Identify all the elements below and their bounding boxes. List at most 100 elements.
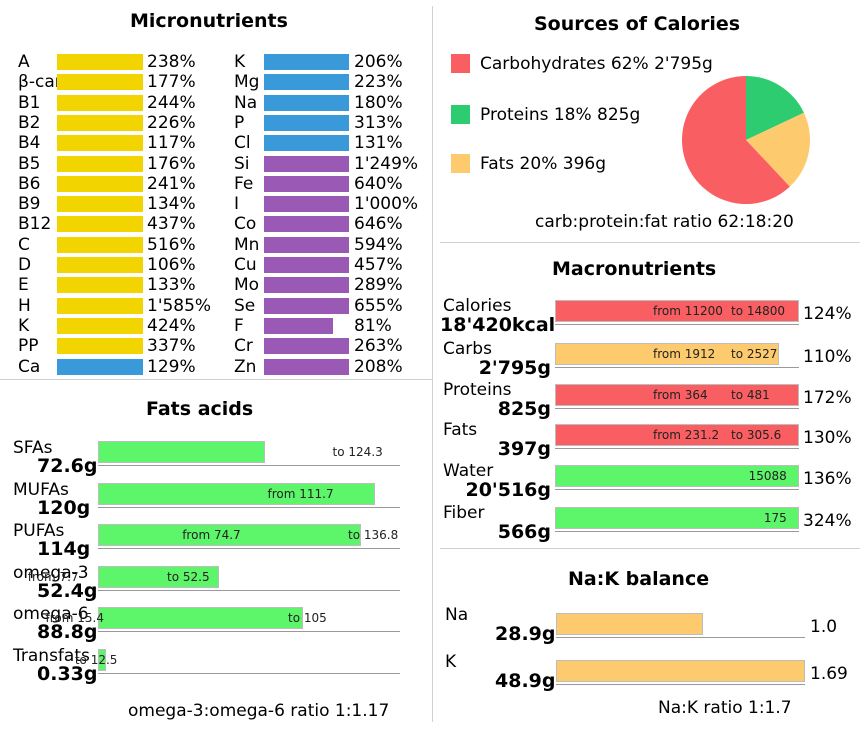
fat-track: to 12.5: [75, 648, 400, 674]
micro-label: B2: [18, 112, 41, 133]
fat-track: from 15.4 to 105: [46, 607, 400, 632]
micro-row: P 313%: [234, 113, 434, 133]
micro-bar: [264, 135, 349, 152]
micro-row: PP 337%: [18, 336, 218, 356]
nak-track: [556, 660, 805, 685]
micro-label: F: [234, 315, 244, 336]
fat-amount: 52.4g: [37, 579, 98, 602]
micro-value: 1'000%: [354, 194, 419, 215]
micro-row: Cr 263%: [234, 336, 434, 356]
divider-right-1: [440, 242, 860, 243]
macro-track: from 1912 to 2527: [555, 343, 799, 368]
fats-title: Fats acids: [146, 398, 254, 420]
micro-bar: [264, 216, 349, 233]
micro-label: Mo: [234, 275, 260, 296]
micro-row: D 106%: [18, 255, 218, 275]
micro-label: B1: [18, 92, 41, 113]
micro-label: Si: [234, 153, 250, 174]
micro-value: 81%: [354, 315, 392, 336]
micro-value: 133%: [147, 275, 196, 296]
macro-track: from 231.2 to 305.6: [555, 424, 799, 449]
macro-amount: 2'795g: [478, 357, 551, 379]
macro-name: Water: [443, 461, 494, 481]
micro-bar: [264, 54, 349, 70]
micro-label: B9: [18, 194, 41, 215]
macro-to-label: to 305.6: [731, 428, 782, 442]
legend-label: Fats 20% 396g: [480, 154, 606, 174]
micronutrients-title: Micronutrients: [130, 10, 288, 32]
micro-row: Co 646%: [234, 214, 434, 234]
micro-value: 655%: [354, 295, 403, 316]
macro-amount: 397g: [497, 438, 551, 460]
pie-slice-carbs: [682, 76, 790, 204]
pie-slice-proteins: [746, 76, 804, 140]
micro-label: C: [18, 234, 30, 255]
micro-bar: [57, 94, 143, 111]
micro-label: Se: [234, 295, 256, 316]
fat-name: omega-3: [13, 562, 89, 583]
micro-bar: [57, 196, 143, 213]
micro-value: 177%: [147, 72, 196, 93]
micro-row: B2 226%: [18, 113, 218, 133]
micro-row: Na 180%: [234, 93, 434, 113]
micro-row: C 516%: [18, 235, 218, 255]
fat-to-label: to 136.8: [348, 528, 399, 542]
micro-value: 1'585%: [147, 295, 212, 316]
micro-bar: [57, 338, 143, 355]
legend-label: Carbohydrates 62% 2'795g: [480, 54, 713, 74]
micro-bar: [57, 358, 143, 375]
micro-value: 263%: [354, 336, 403, 357]
micro-bar: [264, 155, 349, 172]
micro-bar: [264, 94, 349, 111]
micro-bar: [264, 236, 349, 253]
micro-row: B5 176%: [18, 154, 218, 174]
fat-bar: [98, 482, 375, 505]
fat-amount: 120g: [37, 496, 91, 519]
micro-row: β-car 177%: [18, 72, 218, 92]
macro-pct: 124%: [803, 304, 852, 324]
fat-amount: 72.6g: [37, 455, 98, 477]
micro-row: Mg 223%: [234, 72, 434, 92]
nak-bar: [556, 613, 704, 635]
macro-pct: 130%: [803, 428, 852, 448]
nak-value: 1.0: [810, 617, 838, 637]
micro-value: 646%: [354, 214, 403, 235]
pie-slice-fats: [746, 112, 810, 187]
micro-row: B12 437%: [18, 214, 218, 234]
micro-bar: [57, 297, 143, 314]
macro-track: 15088: [555, 465, 799, 490]
micro-label: Cl: [234, 133, 251, 154]
micro-value: 437%: [147, 214, 196, 235]
micro-label: Cr: [234, 336, 253, 357]
micro-value: 594%: [354, 234, 403, 255]
fat-from-label: from 74.7: [182, 528, 241, 542]
legend-swatch: [451, 105, 470, 124]
macro-bar: [555, 300, 799, 322]
micro-value: 516%: [147, 234, 196, 255]
micro-label: P: [234, 112, 245, 133]
micro-row: K 206%: [234, 52, 434, 72]
macro-name: Calories: [443, 296, 512, 316]
macro-ratio-text: carb:protein:fat ratio 62:18:20: [535, 212, 794, 232]
fat-bar: [98, 441, 266, 463]
micro-row: B6 241%: [18, 174, 218, 194]
calories-pie-chart: [682, 76, 810, 204]
macro-to-label: to 14800: [731, 304, 786, 318]
micro-label: A: [18, 52, 30, 72]
micro-value: 313%: [354, 112, 403, 133]
micro-bar: [264, 257, 349, 273]
micro-label: β-car: [18, 72, 62, 93]
micro-label: Mn: [234, 234, 260, 255]
fat-track: from 7.7 to 52.5: [28, 565, 400, 591]
micro-value: 238%: [147, 52, 196, 72]
macro-name: Proteins: [443, 380, 512, 400]
divider-right-2: [440, 548, 860, 549]
nak-title: Na:K balance: [568, 568, 710, 590]
macro-center-label: 15088: [748, 469, 787, 483]
micro-bar: [264, 317, 333, 334]
macro-pct: 136%: [803, 469, 852, 489]
fat-to-label: to 12.5: [74, 652, 118, 667]
fat-to-label: to 52.5: [167, 569, 210, 584]
micro-value: 241%: [147, 173, 196, 194]
macro-center-label: 175: [763, 511, 787, 525]
